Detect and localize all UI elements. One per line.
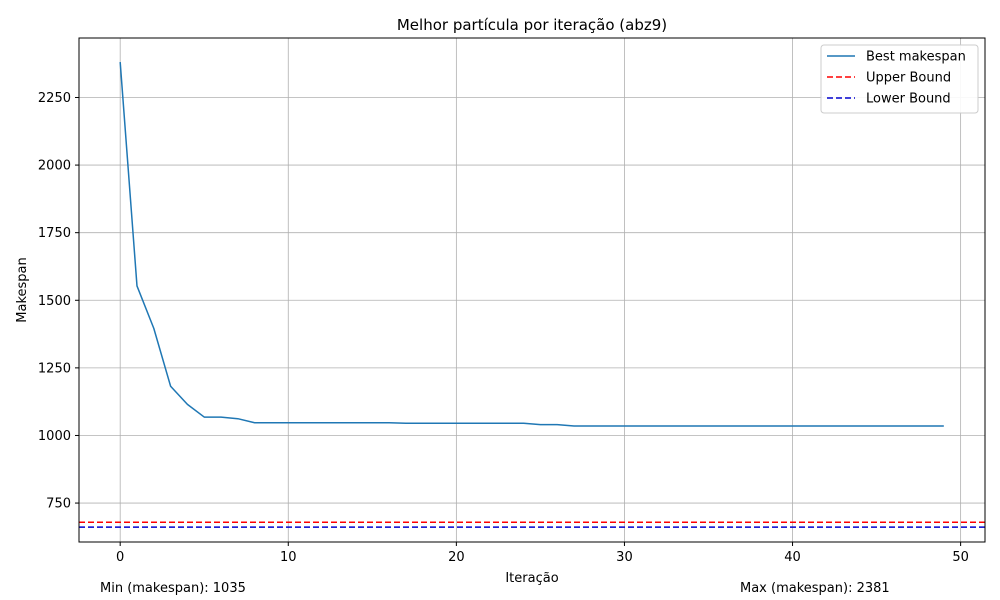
x-axis-ticks: 0 10 20 30 40 50 (116, 542, 969, 565)
y-tick-label: 1500 (38, 294, 71, 309)
legend-label: Best makespan (866, 50, 966, 65)
plot-frame (78, 37, 986, 543)
best-makespan-series-line (119, 62, 944, 427)
y-axis-label: Makespan (15, 257, 30, 322)
grid-lines (79, 38, 985, 542)
chart-title: Melhor partícula por iteração (abz9) (397, 16, 667, 34)
y-tick-label: 2000 (38, 159, 71, 174)
legend-label: Upper Bound (866, 71, 951, 86)
legend-label: Lower Bound (866, 92, 951, 107)
x-tick-label: 0 (116, 550, 124, 565)
x-tick-label: 30 (616, 550, 633, 565)
min-makespan-note: Min (makespan): 1035 (100, 581, 246, 596)
legend-box (820, 44, 979, 114)
reference-lines (79, 521, 985, 528)
x-tick-label: 40 (784, 550, 801, 565)
y-tick-label: 1750 (38, 226, 71, 241)
y-tick-label: 750 (46, 497, 71, 512)
series-layer (119, 62, 944, 427)
legend: Best makespan Upper Bound Lower Bound (820, 44, 979, 114)
x-tick-label: 10 (280, 550, 297, 565)
max-makespan-note: Max (makespan): 2381 (740, 581, 890, 596)
y-axis-ticks: 750 1000 1250 1500 1750 2000 2250 (38, 91, 79, 512)
y-tick-label: 1250 (38, 361, 71, 376)
x-tick-label: 20 (448, 550, 465, 565)
x-tick-label: 50 (952, 550, 969, 565)
y-tick-label: 1000 (38, 429, 71, 444)
y-tick-label: 2250 (38, 91, 71, 106)
x-axis-label: Iteração (505, 571, 558, 586)
